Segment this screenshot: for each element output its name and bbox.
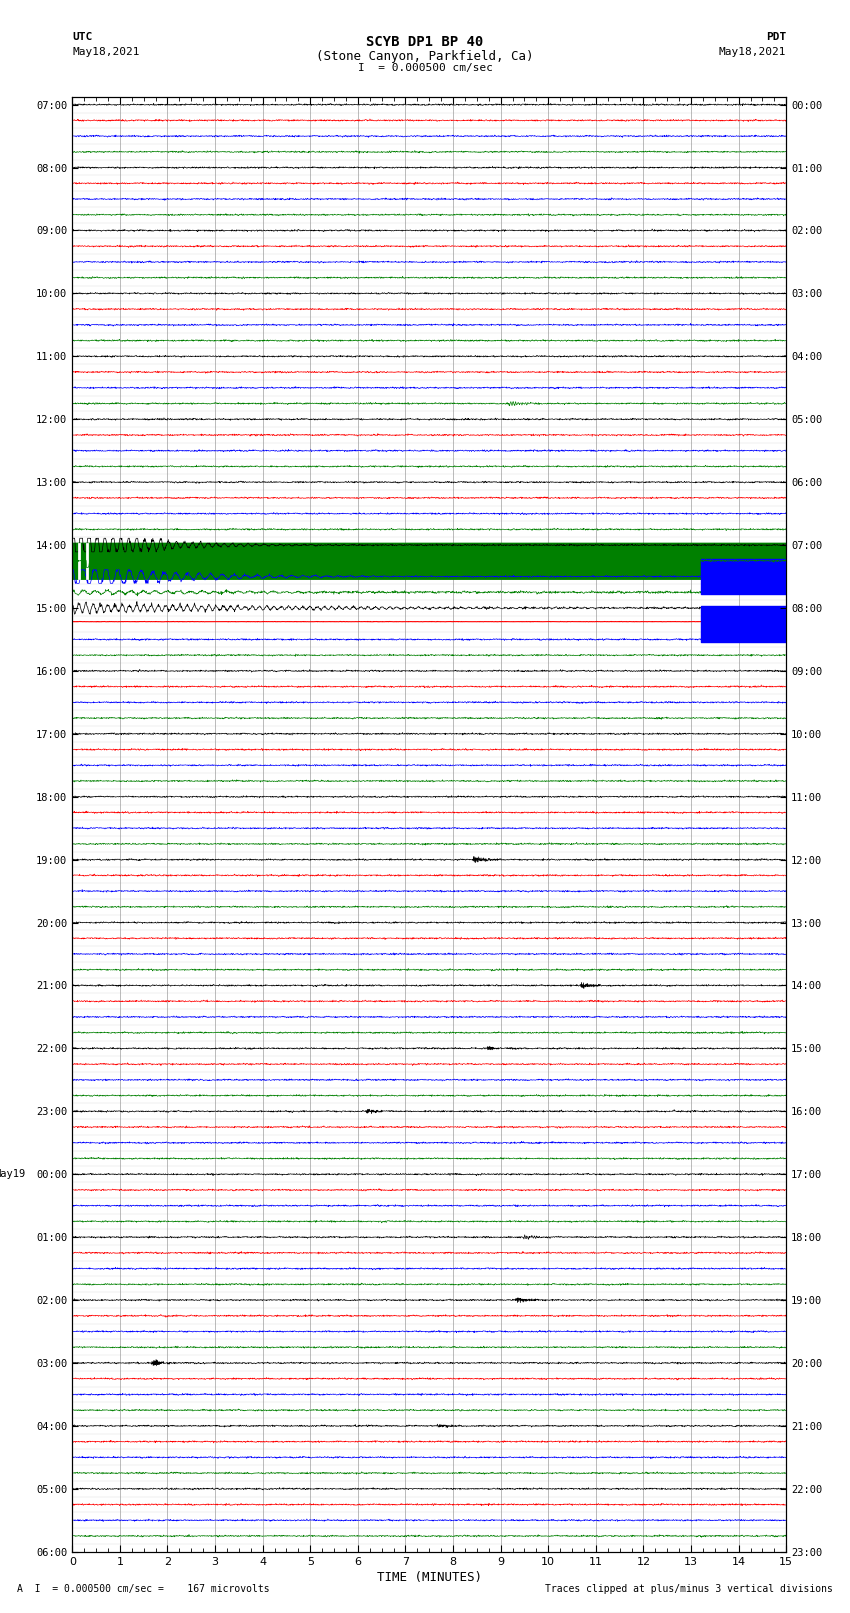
Text: (Stone Canyon, Parkfield, Ca): (Stone Canyon, Parkfield, Ca) <box>316 50 534 63</box>
X-axis label: TIME (MINUTES): TIME (MINUTES) <box>377 1571 482 1584</box>
Text: Traces clipped at plus/minus 3 vertical divisions: Traces clipped at plus/minus 3 vertical … <box>545 1584 833 1594</box>
Text: PDT: PDT <box>766 32 786 42</box>
Text: UTC: UTC <box>72 32 93 42</box>
Text: A  I  = 0.000500 cm/sec =    167 microvolts: A I = 0.000500 cm/sec = 167 microvolts <box>17 1584 269 1594</box>
Text: May19: May19 <box>0 1169 26 1179</box>
Text: SCYB DP1 BP 40: SCYB DP1 BP 40 <box>366 35 484 50</box>
Text: May18,2021: May18,2021 <box>72 47 139 56</box>
Text: I  = 0.000500 cm/sec: I = 0.000500 cm/sec <box>358 63 492 73</box>
Text: May18,2021: May18,2021 <box>719 47 786 56</box>
